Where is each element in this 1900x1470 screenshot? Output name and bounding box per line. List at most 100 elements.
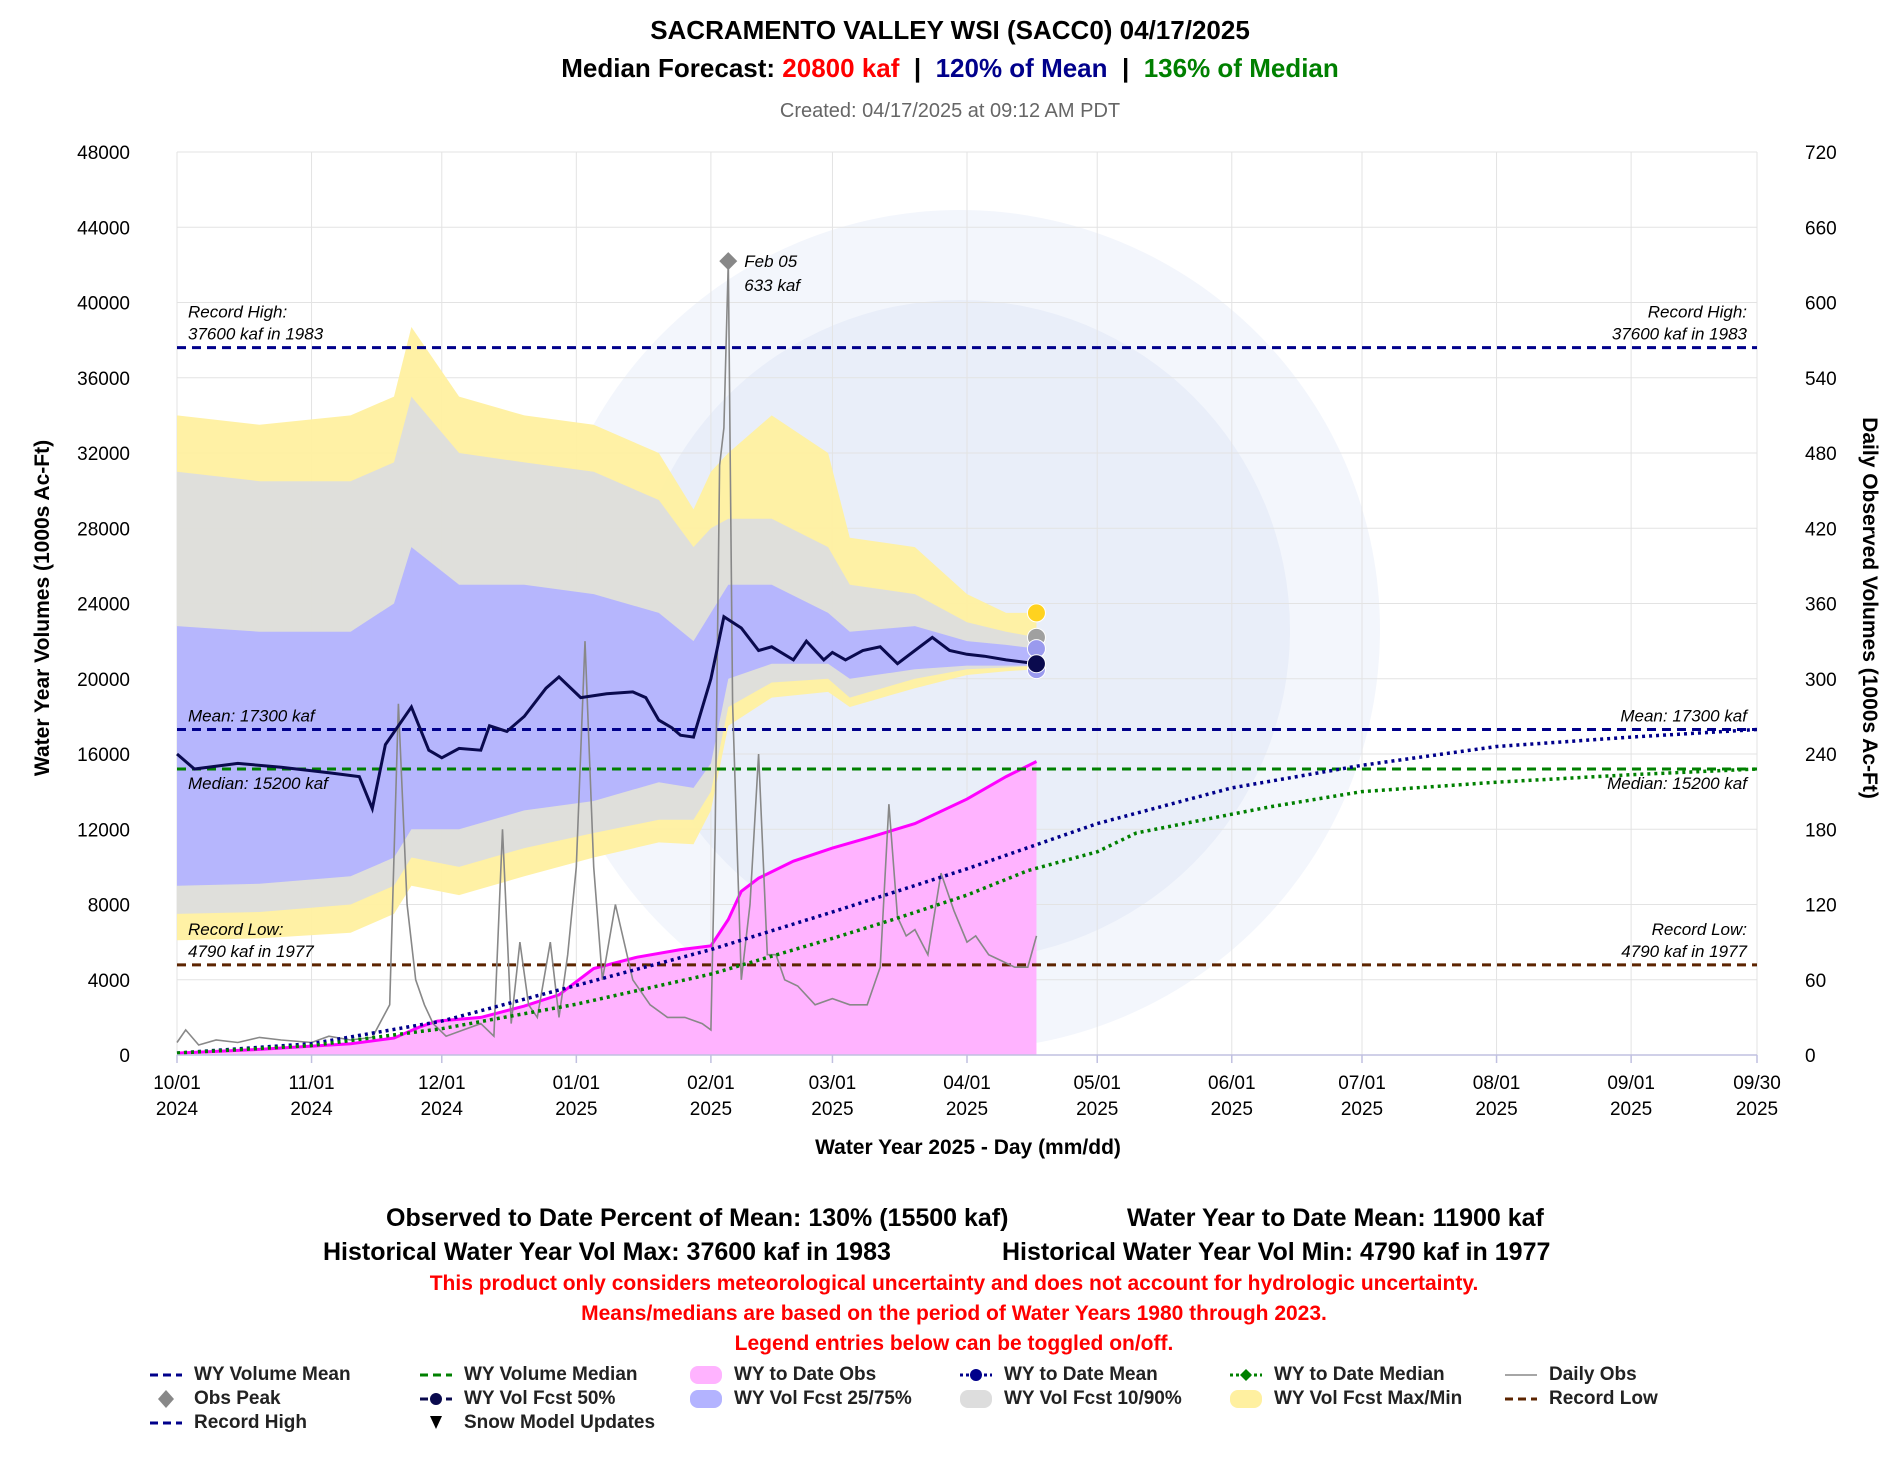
ref-label-mean: Mean: 17300 kaf bbox=[188, 707, 317, 726]
legend-item-record-low[interactable]: Record Low bbox=[1505, 1388, 1658, 1409]
forecast-bands bbox=[177, 327, 1037, 941]
x-tick-label: 12/01 bbox=[418, 1073, 466, 1094]
ref-sublabel-record-high: 37600 kaf in 1983 bbox=[188, 325, 324, 344]
wy-vol-fcst-50-line bbox=[176, 614, 1037, 814]
x-tick-year-label: 2025 bbox=[1341, 1099, 1383, 1120]
legend-diamond-icon bbox=[158, 1390, 174, 1408]
forecast-subtitle: Median Forecast: 20800 kaf | 120% of Mea… bbox=[561, 53, 1339, 83]
x-tick-year-label: 2025 bbox=[1610, 1099, 1652, 1120]
ref-label-record-low: Record Low: bbox=[188, 920, 284, 939]
legend-item-wy-vol-fcst-50-[interactable]: WY Vol Fcst 50% bbox=[420, 1388, 615, 1409]
legend-item-obs-peak[interactable]: Obs Peak bbox=[158, 1388, 281, 1409]
pct-of-mean: 120% of Mean bbox=[936, 53, 1108, 83]
x-axis-label: Water Year 2025 - Day (mm/dd) bbox=[815, 1136, 1121, 1159]
pct-of-median: 136% of Median bbox=[1144, 53, 1339, 83]
legend-swatch-icon bbox=[1230, 1390, 1262, 1408]
x-tick-year-label: 2024 bbox=[156, 1099, 199, 1120]
legend-swatch-icon bbox=[690, 1390, 722, 1408]
x-tick-label: 02/01 bbox=[687, 1073, 735, 1094]
x-tick-label: 08/01 bbox=[1473, 1073, 1521, 1094]
ref-label-record-low-right: Record Low: bbox=[1652, 920, 1748, 939]
legend-item-snow-model-updates[interactable]: Snow Model Updates bbox=[430, 1412, 655, 1433]
wy-to-date-mean-line bbox=[176, 727, 1758, 1055]
forecast-prefix: Median Forecast: bbox=[561, 53, 782, 83]
uncertainty-note: This product only considers meteorologic… bbox=[430, 1272, 1479, 1295]
x-tick-year-label: 2025 bbox=[946, 1099, 988, 1120]
legend-label: WY Vol Fcst 10/90% bbox=[1004, 1388, 1182, 1409]
legend-item-wy-vol-fcst-10-90-[interactable]: WY Vol Fcst 10/90% bbox=[960, 1388, 1182, 1409]
ref-sublabel-record-low-right: 4790 kaf in 1977 bbox=[1621, 942, 1747, 961]
legend-dot-icon bbox=[430, 1393, 442, 1405]
legend-item-wy-to-date-median[interactable]: WY to Date Median bbox=[1230, 1364, 1445, 1385]
legend-item-daily-obs[interactable]: Daily Obs bbox=[1505, 1364, 1637, 1385]
fcst-50-marker bbox=[1026, 654, 1046, 674]
fcst-max-marker bbox=[1026, 603, 1046, 623]
ref-sublabel-record-low: 4790 kaf in 1977 bbox=[188, 942, 314, 961]
y-tick-label: 40000 bbox=[77, 294, 130, 315]
chart-title: SACRAMENTO VALLEY WSI (SACC0) 04/17/2025 bbox=[650, 15, 1250, 45]
separator: | bbox=[899, 53, 935, 83]
ref-sublabel-record-high-right: 37600 kaf in 1983 bbox=[1612, 325, 1748, 344]
y2-tick-label: 420 bbox=[1805, 519, 1837, 540]
y2-tick-label: 120 bbox=[1805, 896, 1837, 917]
x-tick-label: 09/01 bbox=[1607, 1073, 1655, 1094]
ref-label-record-high: Record High: bbox=[188, 303, 287, 322]
legend-item-wy-to-date-mean[interactable]: WY to Date Mean bbox=[960, 1364, 1158, 1385]
legend-item-wy-vol-fcst-max-min[interactable]: WY Vol Fcst Max/Min bbox=[1230, 1388, 1462, 1409]
summary-wy-to-date-mean: Water Year to Date Mean: 11900 kaf bbox=[1127, 1204, 1545, 1232]
wy-to-date-obs-fill bbox=[177, 761, 1037, 1055]
ref-label-median-right: Median: 15200 kaf bbox=[1607, 774, 1749, 793]
x-tick-year-label: 2025 bbox=[1736, 1099, 1778, 1120]
ref-label-mean-right: Mean: 17300 kaf bbox=[1620, 707, 1749, 726]
band-wy-vol-fcst-25-75- bbox=[177, 547, 1037, 886]
x-tick-label: 01/01 bbox=[553, 1073, 601, 1094]
legend-label: WY to Date Median bbox=[1274, 1364, 1445, 1385]
y2-tick-label: 720 bbox=[1805, 143, 1837, 164]
wy-to-date-obs-line bbox=[176, 760, 1038, 1055]
y2-tick-label: 180 bbox=[1805, 820, 1837, 841]
x-tick-year-label: 2025 bbox=[1475, 1099, 1517, 1120]
legend-label: WY Vol Fcst 50% bbox=[464, 1388, 615, 1409]
daily-obs-line bbox=[176, 261, 1038, 1046]
obs-peak-date-label: Feb 05 bbox=[744, 252, 797, 271]
obs-peak-marker bbox=[719, 252, 738, 271]
x-tick-year-label: 2025 bbox=[1211, 1099, 1253, 1120]
x-tick-label: 04/01 bbox=[943, 1073, 991, 1094]
y-tick-label: 28000 bbox=[77, 519, 130, 540]
legend: WY Volume Mean WY Volume Median WY to Date… bbox=[150, 1364, 1658, 1433]
x-tick-year-label: 2025 bbox=[1076, 1099, 1118, 1120]
wy-to-date-obs-area bbox=[176, 760, 1038, 1055]
y2-tick-label: 600 bbox=[1805, 294, 1837, 315]
x-tick-label: 11/01 bbox=[288, 1073, 334, 1094]
x-tick-label: 05/01 bbox=[1073, 1073, 1121, 1094]
x-tick-year-label: 2025 bbox=[811, 1099, 853, 1120]
x-tick-year-label: 2024 bbox=[290, 1099, 333, 1120]
legend-item-wy-volume-mean[interactable]: WY Volume Mean bbox=[150, 1364, 351, 1385]
series-lines: Feb 05 633 kaf bbox=[176, 252, 1758, 1055]
legend-item-wy-volume-median[interactable]: WY Volume Median bbox=[420, 1364, 638, 1385]
legend-label: Snow Model Updates bbox=[464, 1412, 655, 1433]
y-tick-label: 4000 bbox=[88, 971, 130, 992]
y2-tick-label: 300 bbox=[1805, 670, 1837, 691]
x-tick-label: 09/30 bbox=[1733, 1073, 1781, 1094]
legend-label: WY to Date Mean bbox=[1004, 1364, 1158, 1385]
summary-hist-min: Historical Water Year Vol Min: 4790 kaf … bbox=[1002, 1238, 1550, 1266]
legend-item-wy-to-date-obs[interactable]: WY to Date Obs bbox=[690, 1364, 876, 1385]
ref-label-record-high-right: Record High: bbox=[1648, 303, 1747, 322]
x-tick-label: 06/01 bbox=[1208, 1073, 1256, 1094]
y-tick-label: 48000 bbox=[77, 143, 130, 164]
y2-tick-label: 660 bbox=[1805, 218, 1837, 239]
y-tick-label: 20000 bbox=[77, 670, 130, 691]
y-tick-label: 36000 bbox=[77, 369, 130, 390]
legend-diamond-icon bbox=[1240, 1369, 1252, 1381]
legend-label: Record Low bbox=[1549, 1388, 1658, 1409]
x-tick-year-label: 2025 bbox=[555, 1099, 597, 1120]
wy-to-date-median-line bbox=[176, 767, 1758, 1055]
created-timestamp: Created: 04/17/2025 at 09:12 AM PDT bbox=[780, 100, 1120, 122]
legend-label: WY Volume Mean bbox=[194, 1364, 351, 1385]
legend-item-wy-vol-fcst-25-75-[interactable]: WY Vol Fcst 25/75% bbox=[690, 1388, 912, 1409]
legend-item-record-high[interactable]: Record High bbox=[150, 1412, 307, 1433]
y2-tick-label: 480 bbox=[1805, 444, 1837, 465]
legend-label: Record High bbox=[194, 1412, 307, 1433]
forecast-value: 20800 kaf bbox=[782, 53, 899, 83]
